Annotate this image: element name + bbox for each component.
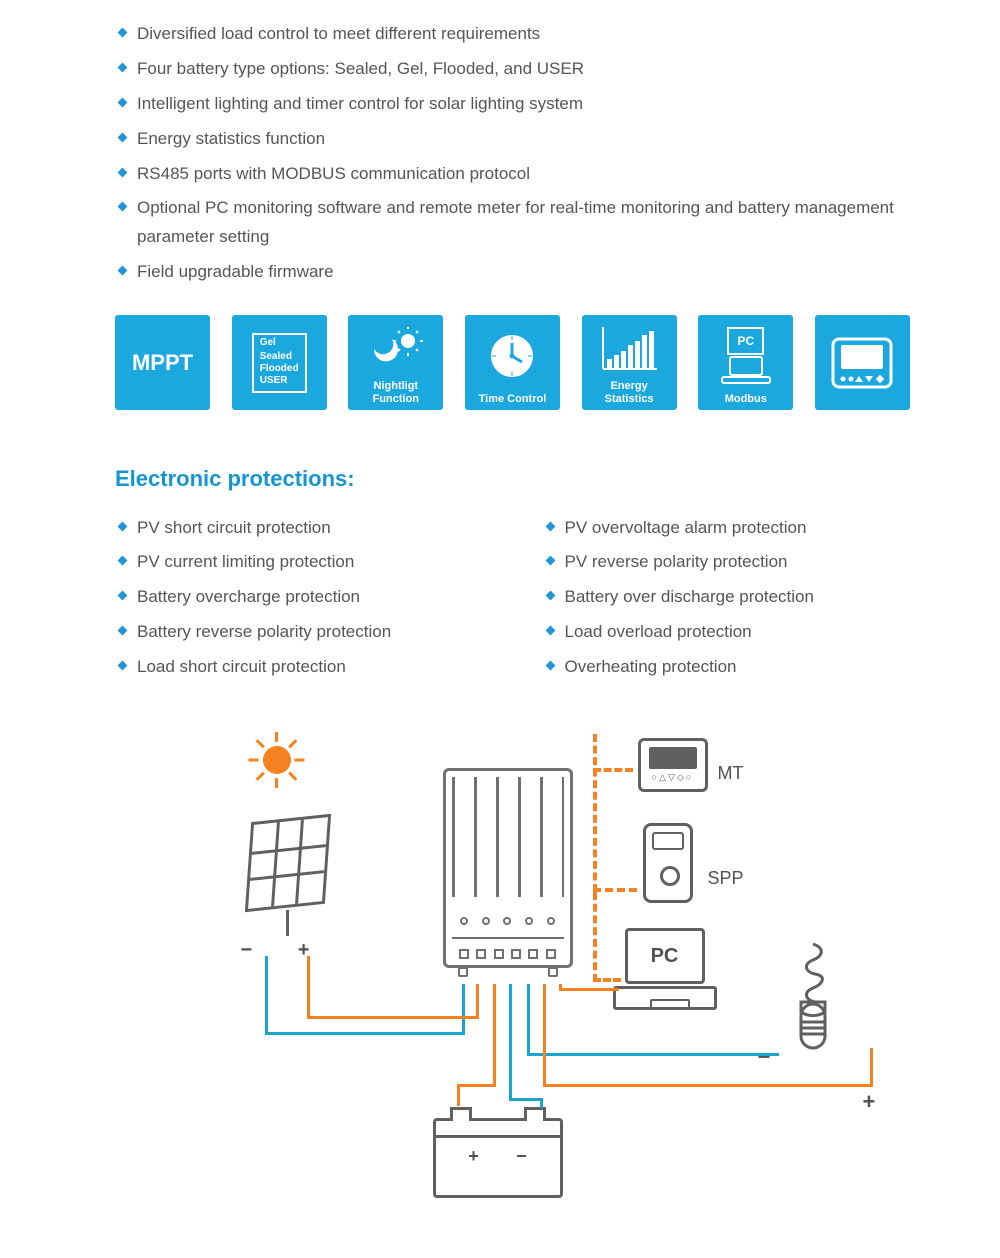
mt-label: MT bbox=[718, 758, 744, 789]
wire bbox=[457, 1084, 496, 1087]
wire bbox=[307, 956, 310, 1016]
battery-plus-label: + bbox=[468, 1141, 479, 1172]
clock-icon bbox=[469, 319, 556, 393]
spp-sensor-icon bbox=[643, 823, 693, 903]
feature-item: Four battery type options: Sealed, Gel, … bbox=[115, 55, 910, 84]
bulb-plus-label: + bbox=[863, 1083, 876, 1120]
wire bbox=[457, 1084, 460, 1106]
battery-type-icon: Gel Sealed Flooded USER bbox=[236, 319, 323, 406]
icon-tile-row: MPPT Gel Sealed Flooded USER bbox=[115, 315, 910, 410]
tile-display bbox=[815, 315, 910, 410]
battery-minus-label: − bbox=[516, 1141, 527, 1172]
tile-caption: Modbus bbox=[725, 393, 767, 406]
wire bbox=[540, 1098, 543, 1108]
charge-controller-icon bbox=[443, 768, 573, 968]
bar-chart-icon bbox=[586, 319, 673, 380]
pc-label: PC bbox=[625, 928, 705, 984]
panel-polarity-label: − + bbox=[241, 933, 330, 967]
tile-time-control: Time Control bbox=[465, 315, 560, 410]
wire bbox=[307, 1016, 479, 1019]
tile-caption: Time Control bbox=[479, 393, 547, 406]
wire bbox=[543, 1084, 873, 1087]
wire-dashed bbox=[593, 734, 597, 892]
wire bbox=[870, 1048, 873, 1084]
battery-type-label: Flooded bbox=[260, 363, 299, 375]
battery-type-label: Gel bbox=[260, 337, 299, 349]
meter-buttons-icon: ○△▽◇○ bbox=[647, 770, 699, 785]
protection-item: PV overvoltage alarm protection bbox=[543, 514, 911, 543]
wire-dashed bbox=[593, 978, 621, 982]
wire bbox=[265, 1032, 465, 1035]
protections-right-list: PV overvoltage alarm protection PV rever… bbox=[543, 514, 911, 688]
feature-item: Energy statistics function bbox=[115, 125, 910, 154]
battery-icon: + − bbox=[433, 1118, 563, 1198]
feature-item: Field upgradable firmware bbox=[115, 258, 910, 287]
light-bulb-icon bbox=[783, 938, 843, 1048]
wire bbox=[543, 984, 546, 1084]
protection-item: PV reverse polarity protection bbox=[543, 548, 911, 577]
wire bbox=[509, 1098, 543, 1101]
feature-item: Diversified load control to meet differe… bbox=[115, 20, 910, 49]
protection-item: PV short circuit protection bbox=[115, 514, 483, 543]
battery-type-label: USER bbox=[260, 375, 299, 387]
wire bbox=[493, 984, 496, 1084]
laptop-icon: PC bbox=[625, 928, 717, 1010]
wire bbox=[527, 1053, 779, 1056]
sun-icon bbox=[263, 746, 291, 774]
protection-item: Battery reverse polarity protection bbox=[115, 618, 483, 647]
tile-battery-types: Gel Sealed Flooded USER bbox=[232, 315, 327, 410]
wire-dashed bbox=[593, 888, 637, 892]
tile-caption: Nightligt Function bbox=[352, 380, 439, 406]
feature-item: Intelligent lighting and timer control f… bbox=[115, 90, 910, 119]
wire bbox=[462, 984, 465, 1032]
page-root: Diversified load control to meet differe… bbox=[0, 0, 1000, 1258]
system-diagram: − + ○△▽◇○ MT SPP PC bbox=[123, 728, 903, 1218]
protections-left-list: PV short circuit protection PV current l… bbox=[115, 514, 483, 688]
solar-panel-icon bbox=[248, 818, 328, 908]
wire-dashed bbox=[593, 768, 633, 772]
protection-item: Battery overcharge protection bbox=[115, 583, 483, 612]
remote-meter-icon: ○△▽◇○ bbox=[638, 738, 708, 792]
wire-dashed bbox=[593, 892, 597, 982]
feature-list: Diversified load control to meet differe… bbox=[115, 20, 910, 287]
wire bbox=[527, 984, 530, 1056]
laptop-icon: PC bbox=[702, 319, 789, 393]
protection-item: Load short circuit protection bbox=[115, 653, 483, 682]
tile-caption: Energy Statistics bbox=[586, 380, 673, 406]
mppt-label: MPPT bbox=[119, 319, 206, 406]
tile-energy-stats: Energy Statistics bbox=[582, 315, 677, 410]
spp-label: SPP bbox=[708, 863, 744, 894]
moon-sun-icon bbox=[352, 319, 439, 380]
feature-item: RS485 ports with MODBUS communication pr… bbox=[115, 160, 910, 189]
tile-mppt: MPPT bbox=[115, 315, 210, 410]
protection-item: Battery over discharge protection bbox=[543, 583, 911, 612]
wire bbox=[509, 984, 512, 1098]
wire bbox=[559, 988, 619, 991]
tile-modbus: PC Modbus bbox=[698, 315, 793, 410]
pc-badge: PC bbox=[727, 327, 764, 355]
bulb-minus-label: − bbox=[758, 1038, 771, 1075]
feature-item: Optional PC monitoring software and remo… bbox=[115, 194, 910, 252]
wire bbox=[559, 984, 562, 991]
protections-columns: PV short circuit protection PV current l… bbox=[115, 514, 910, 688]
protection-item: Overheating protection bbox=[543, 653, 911, 682]
wire bbox=[476, 984, 479, 1016]
protection-item: PV current limiting protection bbox=[115, 548, 483, 577]
display-icon bbox=[819, 319, 906, 406]
protections-heading: Electronic protections: bbox=[115, 460, 910, 497]
battery-type-label: Sealed bbox=[260, 351, 299, 363]
tile-nightlight: Nightligt Function bbox=[348, 315, 443, 410]
wire bbox=[265, 956, 268, 1032]
protection-item: Load overload protection bbox=[543, 618, 911, 647]
